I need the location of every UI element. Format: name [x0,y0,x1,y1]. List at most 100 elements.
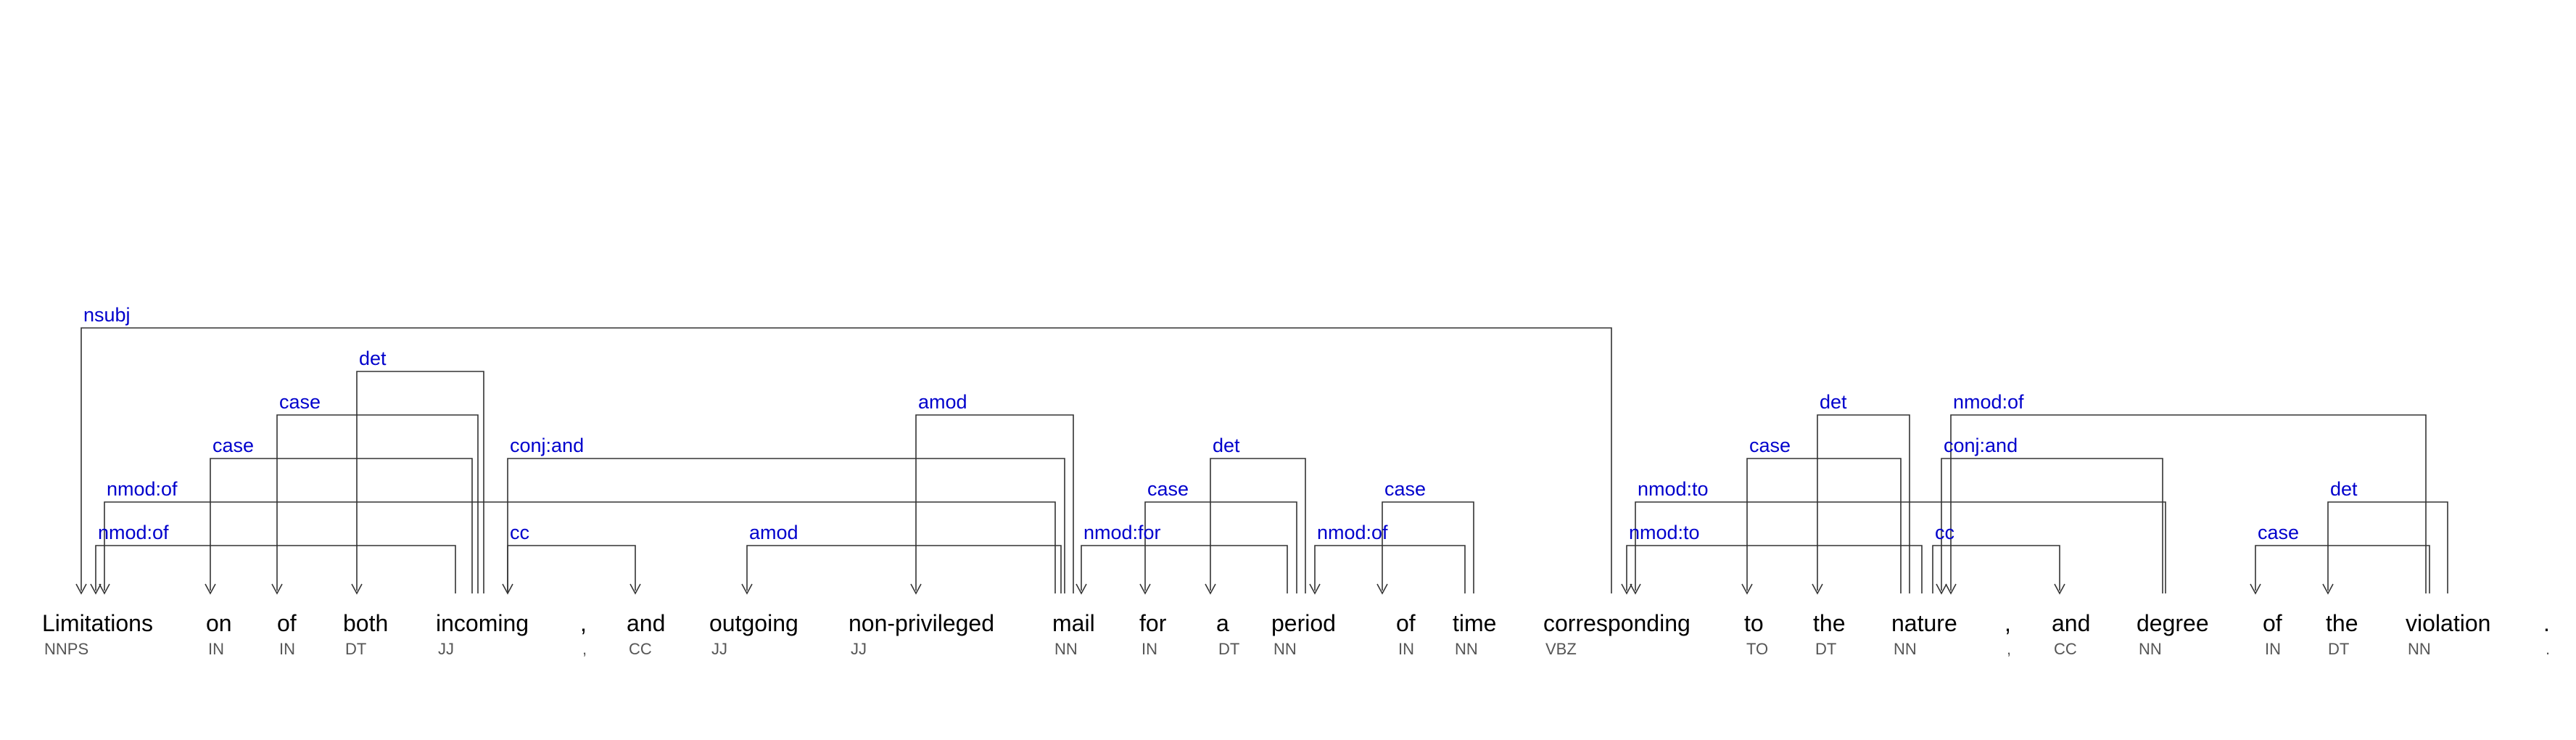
token-word: corresponding [1543,610,1690,636]
token-tag: VBZ [1545,640,1577,658]
arc-label: det [1213,435,1240,456]
token-word: , [580,610,587,636]
arrow-head-icon [2322,583,2334,595]
arc-line [356,371,484,593]
arrow-head-icon [1076,583,1087,595]
arc-label: amod [918,391,967,413]
token-tag: NN [1273,640,1297,658]
token-tag: NN [2139,640,2162,658]
arc-line [1932,545,2060,593]
token-24: violation NN [2406,610,2490,658]
arc-line [95,545,456,593]
token-word: of [1396,610,1416,636]
arc-label: det [2330,478,2358,500]
arc-amod: amod [741,522,1062,595]
token-word: time [1453,610,1496,636]
arc-label: cc [510,522,529,543]
token-tag: DT [2328,640,2349,658]
token-word: to [1744,610,1764,636]
arc-case: case [1376,478,1474,595]
arc-det: det [351,348,484,595]
token-word: on [206,610,232,636]
arrow-head-icon [90,583,102,595]
token-word: incoming [436,610,529,636]
token-word: and [2052,610,2090,636]
arrow-head-icon [2054,583,2065,595]
arrow-head-icon [1945,583,1957,595]
arrow-head-icon [1205,583,1216,595]
token-tag: , [582,640,587,658]
arc-label: nsubj [83,304,131,326]
token-tag: NN [1894,640,1917,658]
tokens-layer: Limitations NNPS on IN of IN both DT incoming JJ,… [42,610,2550,658]
token-tag: JJ [851,640,867,658]
token-22: of IN [2263,610,2282,658]
arrow-head-icon [910,583,922,595]
arc-line [746,545,1062,593]
arc-label: nmod:of [107,478,178,500]
arc-case: case [2250,522,2430,595]
arc-label: cc [1935,522,1954,543]
token-4: incoming JJ [436,610,529,658]
arc-det: det [1812,391,1910,595]
token-word: the [1813,610,1845,636]
token-1: on IN [206,610,232,658]
token-tag: JJ [711,640,727,658]
arc-line [1817,414,1910,593]
arc-label: nmod:to [1629,522,1700,543]
arc-label: det [1820,391,1847,413]
arrow-head-icon [205,583,216,595]
arc-cc: cc [507,522,641,595]
arc-line [80,327,1612,593]
token-20: and CC [2052,610,2090,658]
token-tag: NN [1455,640,1478,658]
arc-label: conj:and [1944,435,2018,456]
token-14: time NN [1453,610,1496,658]
token-tag: IN [208,640,224,658]
token-word: both [343,610,388,636]
arrow-head-icon [1812,583,1823,595]
arc-label: nmod:of [98,522,169,543]
arc-line [210,458,473,593]
arc-nmod-to: nmod:to [1621,522,1923,595]
arc-line [1950,414,2427,593]
arrow-head-icon [629,583,641,595]
token-tag: DT [1815,640,1836,658]
arc-case: case [1741,435,1902,595]
token-word: of [277,610,297,636]
arc-label: nmod:of [1317,522,1388,543]
token-word: nature [1891,610,1957,636]
token-12: period NN [1271,610,1336,658]
arc-label: case [212,435,254,456]
arc-line [507,458,1065,593]
token-0: Limitations NNPS [42,610,153,658]
arrow-head-icon [351,583,363,595]
token-tag: IN [2265,640,2281,658]
token-tag: IN [1398,640,1414,658]
arc-line [1941,458,2163,593]
token-word: and [627,610,665,636]
arc-case: case [1139,478,1297,595]
token-tag: TO [1746,640,1768,658]
arrow-head-icon [1741,583,1753,595]
arc-det: det [1205,435,1306,595]
arrow-head-icon [99,583,110,595]
arc-line [104,501,1056,593]
token-tag: DT [1218,640,1239,658]
token-word: Limitations [42,610,153,636]
arc-label: case [2258,522,2299,543]
arrow-head-icon [75,583,87,595]
arrow-head-icon [2250,583,2261,595]
arc-line [1314,545,1466,593]
arrow-head-icon [741,583,753,595]
token-25: .. [2543,610,2550,658]
token-3: both DT [343,610,388,658]
arrow-head-icon [271,583,283,595]
token-tag: NN [1054,640,1078,658]
token-18: nature NN [1891,610,1957,658]
arc-line [1382,501,1474,593]
token-tag: IN [279,640,295,658]
arc-label: conj:and [510,435,584,456]
